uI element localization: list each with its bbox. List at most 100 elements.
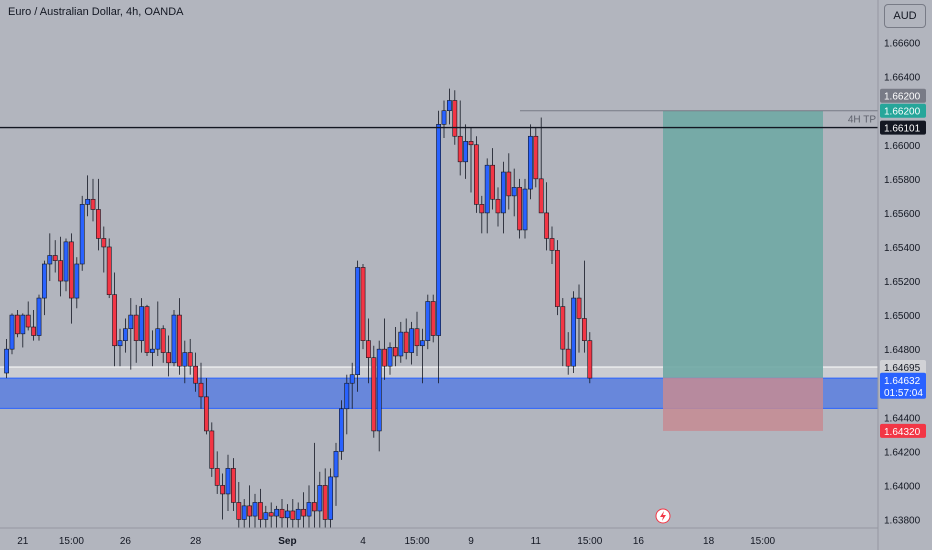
candle-body[interactable] — [225, 468, 231, 495]
candle-body[interactable] — [506, 171, 512, 197]
candle-body[interactable] — [538, 178, 544, 214]
candle-body[interactable] — [290, 510, 296, 520]
candle-body[interactable] — [187, 352, 193, 367]
candle-body[interactable] — [430, 301, 436, 336]
candle-body[interactable] — [398, 331, 404, 357]
candle-body[interactable] — [441, 110, 447, 125]
candle-body[interactable] — [25, 314, 31, 328]
candle-body[interactable] — [446, 100, 452, 112]
candle-body[interactable] — [15, 314, 20, 335]
candle-body[interactable] — [74, 263, 80, 299]
candle-body[interactable] — [387, 347, 393, 367]
candle-body[interactable] — [20, 314, 26, 335]
candle-body[interactable] — [544, 212, 549, 239]
candle-body[interactable] — [473, 144, 479, 205]
candle-body[interactable] — [9, 314, 15, 350]
candle-body[interactable] — [198, 382, 204, 398]
candle-body[interactable] — [4, 348, 9, 374]
candle-body[interactable] — [355, 267, 360, 376]
candle-body[interactable] — [527, 135, 533, 190]
candle-body[interactable] — [554, 250, 560, 307]
candle-body[interactable] — [182, 352, 188, 367]
candle-body[interactable] — [349, 374, 355, 384]
candle-body[interactable] — [58, 260, 63, 282]
candle-body[interactable] — [365, 340, 371, 358]
candle-body[interactable] — [425, 301, 431, 341]
candle-body[interactable] — [457, 135, 463, 163]
candle-body[interactable] — [220, 485, 225, 495]
candle-body[interactable] — [231, 468, 236, 503]
candle-body[interactable] — [490, 164, 495, 200]
candle-body[interactable] — [47, 255, 53, 265]
candle-body[interactable] — [484, 164, 490, 214]
candle-body[interactable] — [241, 505, 247, 520]
candle-body[interactable] — [565, 348, 571, 367]
candle-body[interactable] — [517, 187, 522, 231]
stop-loss-zone[interactable] — [663, 377, 823, 431]
candle-body[interactable] — [252, 502, 258, 517]
candle-body[interactable] — [79, 204, 85, 265]
candle-body[interactable] — [419, 340, 425, 347]
candle-body[interactable] — [581, 318, 587, 341]
candle-body[interactable] — [549, 238, 555, 251]
candle-body[interactable] — [495, 198, 501, 214]
candle-body[interactable] — [117, 340, 123, 347]
candle-body[interactable] — [376, 348, 382, 432]
candle-body[interactable] — [214, 468, 220, 486]
candle-body[interactable] — [279, 508, 285, 519]
candle-body[interactable] — [452, 100, 458, 137]
candle-body[interactable] — [571, 297, 576, 367]
candle-body[interactable] — [36, 297, 42, 336]
candle-body[interactable] — [382, 348, 387, 367]
candle-body[interactable] — [468, 141, 474, 146]
candle-body[interactable] — [587, 340, 593, 379]
candle-body[interactable] — [274, 508, 279, 517]
candle-body[interactable] — [177, 314, 182, 367]
candle-body[interactable] — [166, 352, 171, 364]
candle-body[interactable] — [392, 347, 398, 357]
candle-body[interactable] — [333, 451, 339, 478]
candle-body[interactable] — [360, 267, 366, 341]
candle-body[interactable] — [150, 348, 155, 353]
candle-body[interactable] — [52, 255, 58, 261]
candle-body[interactable] — [403, 331, 409, 353]
candle-body[interactable] — [436, 124, 441, 336]
candle-body[interactable] — [301, 508, 306, 517]
candle-body[interactable] — [85, 198, 90, 205]
candle-body[interactable] — [63, 241, 69, 282]
candle-body[interactable] — [268, 512, 274, 517]
candle-body[interactable] — [511, 187, 517, 197]
candle-body[interactable] — [193, 365, 198, 384]
candle-body[interactable] — [204, 396, 209, 432]
candle-body[interactable] — [533, 135, 539, 180]
candle-body[interactable] — [144, 306, 150, 353]
candle-body[interactable] — [409, 328, 414, 353]
candle-body[interactable] — [171, 314, 177, 364]
currency-button[interactable]: AUD — [884, 4, 926, 28]
candle-body[interactable] — [209, 430, 215, 469]
candle-body[interactable] — [306, 502, 312, 517]
candle-body[interactable] — [90, 198, 96, 210]
candle-body[interactable] — [133, 314, 139, 341]
candle-body[interactable] — [160, 328, 166, 353]
candle-body[interactable] — [576, 297, 582, 319]
candle-body[interactable] — [371, 357, 377, 432]
candle-body[interactable] — [317, 485, 323, 512]
candle-body[interactable] — [263, 512, 269, 520]
candle-body[interactable] — [560, 306, 566, 350]
candle-body[interactable] — [155, 328, 161, 350]
candle-body[interactable] — [463, 141, 468, 163]
candle-body[interactable] — [31, 326, 36, 336]
candle-body[interactable] — [128, 314, 134, 330]
candle-body[interactable] — [123, 328, 128, 341]
candle-body[interactable] — [311, 502, 317, 512]
candle-body[interactable] — [344, 382, 350, 410]
take-profit-zone[interactable] — [663, 110, 823, 378]
candle-body[interactable] — [522, 188, 528, 231]
candle-body[interactable] — [414, 328, 420, 347]
candle-body[interactable] — [247, 505, 252, 517]
candle-body[interactable] — [96, 209, 101, 239]
candle-body[interactable] — [41, 263, 47, 299]
